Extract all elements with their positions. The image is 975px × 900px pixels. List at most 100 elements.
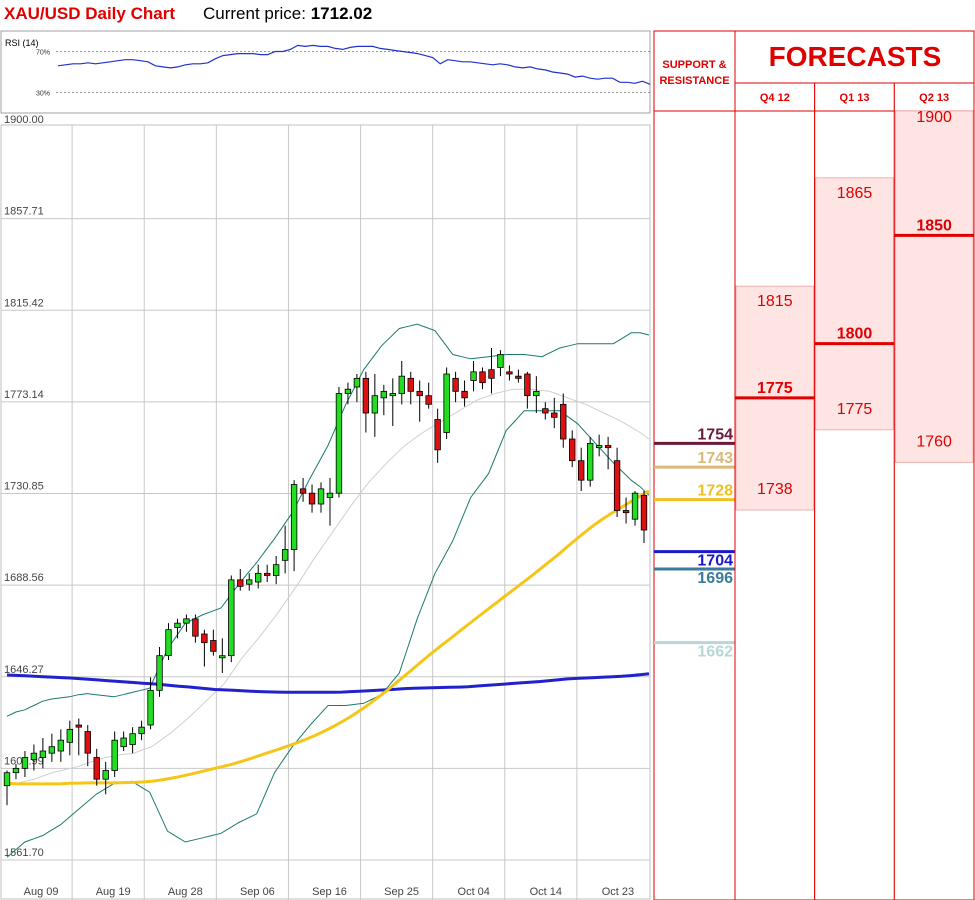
x-tick-label: Aug 28 — [168, 886, 203, 898]
candle-down — [75, 724, 82, 728]
candle-down — [308, 492, 316, 505]
forecast-value: 1865 — [837, 185, 873, 202]
y-tick-label: 1900.00 — [4, 114, 44, 126]
sr-level-label: 1662 — [697, 644, 733, 661]
forecasts-panel: FORECASTS Q4 12 1815 1775 1738 Q1 13 1865 1800 1… — [734, 30, 975, 900]
candle-down — [84, 731, 91, 754]
candle-up — [533, 390, 540, 397]
sr-level-label: 1754 — [697, 426, 733, 443]
candle-down — [201, 633, 208, 644]
candle-down — [622, 510, 630, 514]
candle-up — [272, 564, 280, 576]
price-label: Current price: — [203, 4, 306, 23]
forecast-target-value: 1800 — [837, 326, 873, 343]
rsi-panel: 70% 30% RSI (14) — [0, 30, 651, 114]
candle-up — [66, 728, 73, 743]
forecast-value: 1775 — [837, 401, 873, 418]
candle-down — [93, 757, 100, 780]
candle-down — [488, 369, 495, 379]
forecast-value: 1738 — [757, 481, 793, 498]
y-tick-label: 1857.71 — [4, 206, 44, 218]
sr-header: SUPPORT & RESISTANCE — [659, 59, 729, 87]
candle-up — [353, 377, 361, 388]
candle-down — [407, 377, 414, 392]
candle-down — [452, 377, 459, 392]
candle-up — [586, 442, 594, 481]
candle-up — [371, 395, 379, 414]
forecast-column-header — [734, 82, 816, 112]
candle-down — [264, 572, 271, 576]
candle-down — [551, 412, 558, 418]
candle-up — [631, 492, 639, 520]
rsi-level-label: 30% — [36, 91, 50, 98]
forecast-quarter-label: Q1 13 — [840, 92, 870, 104]
current-price: Current price: 1712.02 — [203, 4, 372, 24]
candle-up — [398, 375, 405, 394]
candle-down — [640, 494, 648, 531]
candle-up — [102, 770, 109, 780]
sr-column — [653, 110, 736, 900]
x-tick-label: Oct 23 — [602, 886, 634, 898]
sr-level-label: 1704 — [697, 553, 733, 570]
y-tick-label: 1646.27 — [4, 664, 44, 676]
x-tick-label: Oct 14 — [530, 886, 562, 898]
price-plot-area — [0, 124, 651, 900]
price-panel: 1900.00 1857.71 1815.42 1773.14 1730.85 1688.… — [0, 114, 651, 900]
candle-up — [174, 622, 181, 628]
candle-up — [111, 739, 118, 771]
candle-down — [425, 395, 432, 405]
rsi-title: RSI (14) — [5, 38, 39, 48]
forecast-target-value: 1850 — [916, 217, 952, 234]
sr-level-label: 1743 — [697, 450, 733, 467]
forecast-value: 1900 — [916, 109, 952, 126]
x-tick-label: Sep 06 — [240, 886, 275, 898]
chart-title: XAU/USD Daily Chart — [4, 4, 175, 23]
candle-up — [3, 772, 11, 787]
candle-up — [147, 689, 154, 726]
y-tick-label: 1561.70 — [4, 847, 44, 859]
forecasts-title-cell — [734, 30, 975, 84]
forecast-value: 1815 — [757, 293, 793, 310]
y-tick-label: 1815.42 — [4, 297, 44, 309]
forecast-value: 1760 — [916, 433, 952, 450]
candle-up — [497, 354, 504, 368]
x-tick-label: Sep 16 — [312, 886, 347, 898]
candle-up — [219, 655, 226, 659]
candle-up — [595, 445, 603, 449]
sr-level-label: 1728 — [697, 483, 733, 500]
candle-up — [326, 492, 334, 498]
candle-down — [362, 377, 370, 414]
candle-up — [129, 733, 136, 745]
candle-down — [479, 371, 486, 384]
candle-down — [237, 579, 244, 587]
candle-up — [30, 752, 38, 761]
candle-down — [434, 419, 441, 451]
y-tick-label: 1773.14 — [4, 389, 44, 401]
rsi-line — [57, 44, 651, 85]
title-bar: XAU/USD Daily Chart Current price: 1712.… — [0, 0, 650, 30]
candle-down — [578, 460, 585, 481]
candle-up — [281, 549, 289, 561]
forecast-quarter-label: Q4 12 — [760, 92, 790, 104]
x-tick-label: Sep 25 — [384, 886, 419, 898]
candle-down — [299, 488, 307, 494]
forecasts-title: FORECASTS — [769, 41, 942, 72]
candle-up — [255, 572, 262, 583]
price-value: 1712.02 — [310, 4, 373, 23]
candle-up — [48, 746, 56, 754]
candle-down — [506, 371, 513, 375]
forecast-range-band — [815, 177, 894, 431]
candle-up — [120, 737, 127, 748]
y-tick-label: 1688.56 — [4, 572, 44, 584]
candle-up — [246, 579, 253, 585]
candle-up — [57, 739, 65, 752]
candle-up — [344, 388, 352, 394]
candle-down — [416, 390, 423, 397]
candle-up — [443, 373, 450, 433]
candle-up — [21, 757, 29, 769]
candle-up — [138, 726, 145, 735]
candle-down — [192, 618, 199, 637]
candle-up — [39, 750, 47, 758]
candle-down — [569, 438, 576, 462]
